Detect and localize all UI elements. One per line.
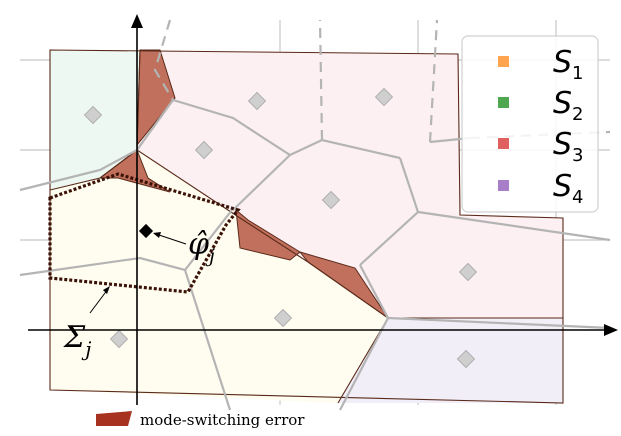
centroid-marker (247, 91, 267, 111)
sigma-label: Σj (63, 320, 91, 361)
region-s4 (338, 318, 563, 403)
legend-item-s2: S2 (498, 86, 584, 125)
phi-hat-arrowhead (153, 232, 161, 238)
region-s3 (137, 50, 563, 318)
legend-item-s4: S4 (498, 169, 584, 208)
svg-text:S2: S2 (553, 86, 584, 125)
axes (28, 14, 618, 405)
legend: S1 S2 S3 S4 (461, 35, 599, 213)
legend-box (461, 35, 599, 213)
region-s1 (50, 150, 388, 403)
centroid-marker (456, 349, 476, 369)
error-caption-text: mode-switching error (140, 411, 305, 429)
legend-swatch-s4 (498, 180, 509, 191)
error-patch-mid (235, 208, 301, 261)
centroid-marker (458, 262, 478, 282)
legend-swatch-s1 (498, 56, 509, 67)
error-caption: mode-switching error (96, 411, 305, 429)
sigma-j-region-outline (48, 172, 241, 294)
svg-text:S1: S1 (553, 45, 584, 84)
centroid-marker (194, 140, 214, 160)
svg-text:S3: S3 (553, 127, 584, 166)
error-swatch (96, 411, 132, 426)
mode-switching-error-patches (98, 49, 389, 319)
centroid-marker (273, 308, 293, 328)
legend-item-s3: S3 (498, 127, 584, 166)
centroid-marker (83, 105, 103, 125)
centroid-marker (374, 87, 394, 107)
legend-item-s1: S1 (498, 45, 584, 84)
voronoi-lines (19, 98, 611, 411)
mode-regions (50, 50, 563, 403)
centroid-marker (321, 190, 341, 210)
centroid-markers (83, 87, 478, 369)
phi-hat-label: φ̂j (188, 227, 215, 267)
legend-swatch-s3 (498, 138, 509, 149)
centroid-marker (109, 329, 129, 349)
phi-hat-pointer (155, 233, 187, 245)
sigma-arrowhead (103, 286, 110, 294)
sigma-pointer (89, 288, 109, 314)
legend-swatch-s2 (498, 97, 509, 108)
svg-text:S4: S4 (553, 169, 584, 208)
